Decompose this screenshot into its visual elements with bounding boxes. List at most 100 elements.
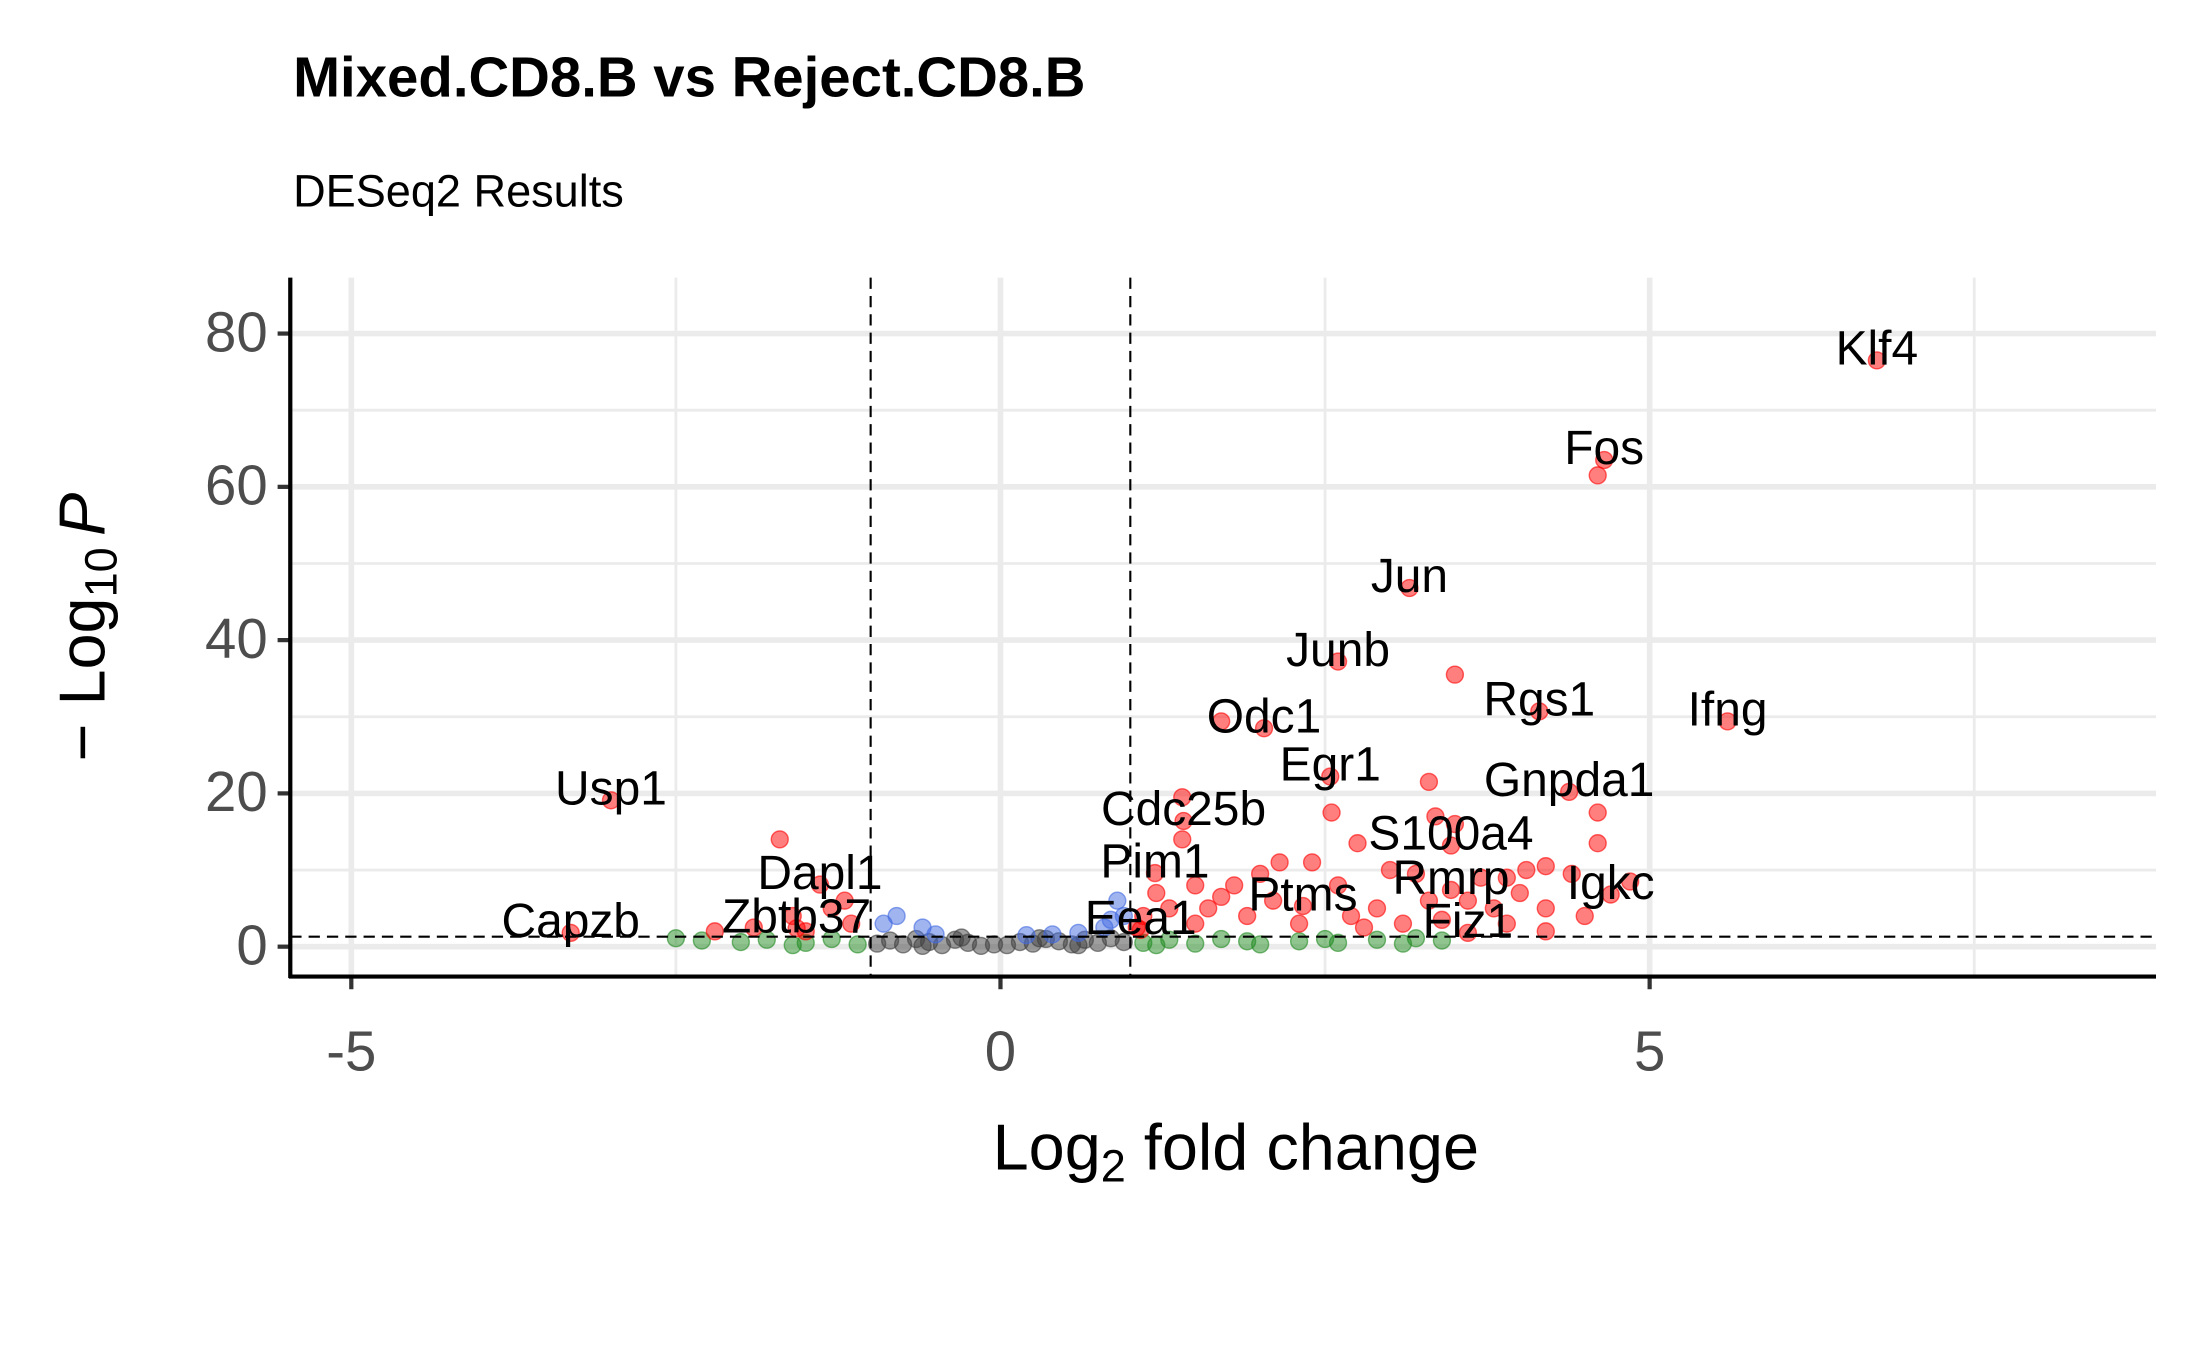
point (1588, 803, 1607, 822)
point-label: Usp1 (555, 762, 667, 815)
point (1588, 834, 1607, 853)
point (1497, 868, 1516, 887)
point (1114, 932, 1133, 952)
x-tick-label: 0 (985, 1019, 1016, 1082)
point (1562, 864, 1581, 884)
point (1250, 864, 1270, 884)
point (1419, 772, 1439, 792)
point (1497, 914, 1516, 933)
point (874, 914, 893, 933)
point (1263, 891, 1283, 910)
point-label: Fos (1564, 422, 1644, 475)
x-axis-title-part: Log (993, 1111, 1101, 1184)
y-axis-title-part: − Log (45, 597, 118, 761)
point (1536, 857, 1555, 876)
labeled-point (1321, 767, 1340, 786)
point (1302, 853, 1322, 872)
point (1588, 466, 1607, 485)
point (1199, 899, 1218, 918)
point-label: Klf4 (1836, 323, 1919, 376)
point (1348, 834, 1367, 853)
point (1621, 872, 1640, 891)
point (1458, 891, 1478, 910)
point (1445, 665, 1465, 684)
point (1322, 803, 1341, 822)
y-tick-label: 0 (236, 913, 267, 976)
point-label: Jun (1371, 550, 1448, 603)
point (1173, 830, 1192, 849)
point (1432, 910, 1452, 930)
y-axis-title-sub: 10 (75, 547, 126, 597)
labeled-point (1293, 896, 1313, 916)
point-label: Pim1 (1100, 835, 1209, 888)
labeled-point (787, 919, 806, 938)
point (1536, 922, 1555, 941)
labeled-point (1867, 351, 1887, 370)
point (666, 929, 686, 948)
point (1173, 788, 1192, 807)
labeled-point (1441, 836, 1461, 855)
point (1328, 876, 1348, 895)
point-label: Capzb (501, 895, 639, 948)
chart-title: Mixed.CD8.B vs Reject.CD8.B (293, 46, 1085, 109)
point (1315, 929, 1335, 949)
x-tick-label: -5 (326, 1019, 376, 1082)
point (1270, 853, 1289, 872)
point-label: Rmrp (1392, 852, 1509, 905)
point (1289, 932, 1309, 951)
point (1510, 883, 1529, 903)
point (1212, 712, 1231, 731)
x-tick-label: 5 (1634, 1019, 1665, 1082)
point (1367, 899, 1387, 918)
point-label: S100a4 (1368, 808, 1533, 861)
point (1212, 929, 1231, 949)
x-axis-title-part: fold change (1126, 1111, 1479, 1184)
labeled-point (1718, 712, 1737, 731)
labeled-point (1328, 652, 1348, 671)
labeled-point (1131, 920, 1150, 939)
point (1536, 899, 1555, 918)
labeled-point (810, 875, 830, 894)
point (848, 935, 867, 954)
point-label: Ptms (1248, 868, 1357, 921)
point (1419, 891, 1439, 910)
point (822, 929, 841, 949)
point (770, 830, 789, 849)
labeled-point (1530, 702, 1549, 721)
point (1225, 876, 1244, 895)
point-label: Egr1 (1280, 739, 1381, 792)
point (1445, 814, 1465, 834)
point (1108, 891, 1127, 910)
point (1186, 876, 1205, 895)
point (1017, 926, 1036, 945)
point (1212, 887, 1231, 907)
point (1575, 906, 1594, 926)
labeled-point (1601, 885, 1620, 904)
point (1101, 910, 1120, 930)
point-label: Gnpda1 (1484, 754, 1654, 807)
point-label: Rgs1 (1483, 674, 1595, 727)
point-label: Dapl1 (757, 847, 882, 900)
point-label: Fiz1 (1423, 895, 1514, 948)
y-tick-label: 20 (205, 760, 268, 823)
point (1147, 883, 1166, 903)
point (1380, 860, 1400, 880)
y-axis-title: − Log10 P (45, 493, 126, 762)
point (731, 932, 750, 952)
chart-subtitle: DESeq2 Results (293, 165, 624, 216)
labeled-point (1595, 450, 1614, 470)
point (1043, 925, 1062, 944)
point (1406, 864, 1426, 884)
point-label: Ifng (1688, 684, 1768, 737)
point-label: Igkc (1567, 857, 1655, 910)
labeled-point (1145, 863, 1165, 883)
point (757, 930, 776, 949)
x-axis-title: Log2 fold change (993, 1111, 1479, 1192)
point (1186, 934, 1205, 953)
point (1160, 899, 1179, 918)
point (1238, 932, 1257, 951)
point (1517, 860, 1536, 880)
point (1354, 918, 1374, 937)
labeled-point (601, 791, 621, 810)
